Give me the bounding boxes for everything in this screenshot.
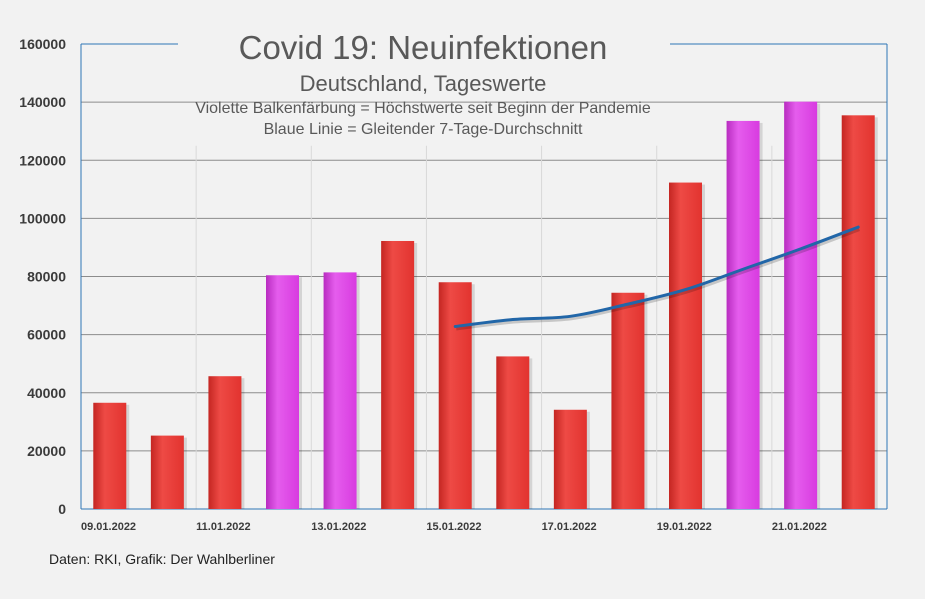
bar-18.01.2022 <box>611 292 645 509</box>
bar-layer <box>93 101 878 509</box>
chart-subtitle: Deutschland, Tageswerte <box>299 71 547 96</box>
bar-15.01.2022 <box>438 282 472 509</box>
y-tick-label-80000: 80000 <box>27 269 66 285</box>
bar-19.01.2022 <box>669 182 702 509</box>
chart-title: Covid 19: Neuinfektionen <box>238 29 608 66</box>
moving-average-line-shadow <box>455 227 860 331</box>
chart-note-blue-line: Blaue Linie = Gleitender 7-Tage-Durchsch… <box>263 121 583 138</box>
line-layer <box>453 225 860 331</box>
x-tick-label-21.01.2022: 21.01.2022 <box>772 521 827 533</box>
bar-17.01.2022 <box>553 409 587 509</box>
x-tick-label-19.01.2022: 19.01.2022 <box>657 521 712 533</box>
bar-13.01.2022 <box>323 272 357 509</box>
y-tick-label-20000: 20000 <box>27 443 66 459</box>
x-tick-label-13.01.2022: 13.01.2022 <box>311 521 366 533</box>
y-tick-label-120000: 120000 <box>19 152 66 168</box>
bar-11.01.2022 <box>208 376 242 509</box>
tick-layer: 0 20000 40000 60000 80000 100000 120000 140000 1… <box>19 36 827 533</box>
grid-layer <box>81 101 887 509</box>
y-tick-label-160000: 160000 <box>19 36 66 52</box>
bar-12.01.2022 <box>266 275 299 509</box>
moving-average-line <box>453 225 860 328</box>
y-tick-label-140000: 140000 <box>19 94 66 110</box>
bar-09.01.2022 <box>93 402 127 509</box>
y-tick-label-100000: 100000 <box>19 210 66 226</box>
bar-22.01.2022 <box>841 115 875 509</box>
bar-20.01.2022 <box>726 120 760 509</box>
x-tick-label-09.01.2022: 09.01.2022 <box>81 521 136 533</box>
y-tick-label-40000: 40000 <box>27 385 66 401</box>
bar-21.01.2022 <box>784 101 818 509</box>
bar-10.01.2022 <box>150 435 184 509</box>
y-tick-label-0: 0 <box>58 501 66 517</box>
source-note: Daten: RKI, Grafik: Der Wahlberliner <box>49 551 275 567</box>
x-tick-label-11.01.2022: 11.01.2022 <box>196 521 250 533</box>
x-tick-label-17.01.2022: 17.01.2022 <box>542 521 597 533</box>
title-block: Covid 19: Neuinfektionen Deutschland, Ta… <box>150 28 696 140</box>
bar-16.01.2022 <box>496 356 530 509</box>
bar-14.01.2022 <box>381 240 415 509</box>
x-tick-label-15.01.2022: 15.01.2022 <box>426 521 481 533</box>
y-tick-label-60000: 60000 <box>27 327 66 343</box>
chart-note-violet: Violette Balkenfärbung = Höchstwerte sei… <box>195 100 651 117</box>
